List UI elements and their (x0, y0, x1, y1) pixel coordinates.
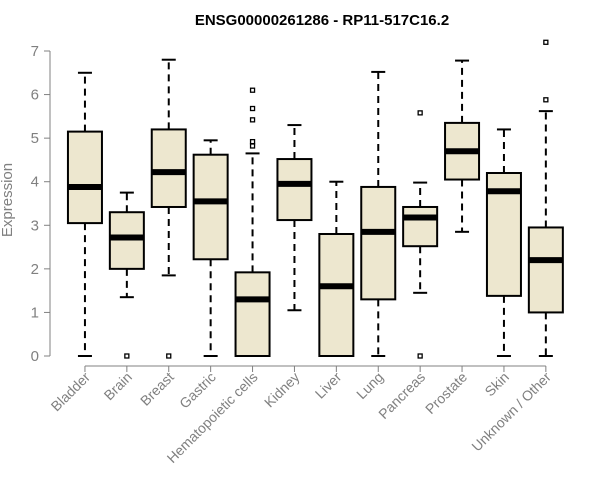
box-4 (234, 87, 271, 358)
outlier-point (417, 110, 423, 116)
x-tick-label: Pancreas (375, 369, 428, 422)
box-rect (360, 185, 397, 301)
box-1 (108, 191, 145, 359)
outlier-point (417, 353, 423, 359)
box-rect (192, 153, 229, 261)
box-rect (234, 271, 271, 358)
boxes-group (66, 39, 564, 359)
outlier-point (249, 117, 256, 123)
box-rect (150, 128, 187, 208)
box-rect (527, 226, 564, 314)
outlier-point (543, 97, 549, 103)
box-9 (444, 59, 481, 233)
x-tick-label: Liver (312, 369, 345, 402)
x-tick-label: Prostate (422, 369, 470, 417)
box-8 (402, 110, 439, 359)
box-5 (276, 124, 313, 312)
y-tick-label: 4 (31, 174, 39, 191)
box-3 (192, 139, 229, 357)
box-2 (150, 58, 187, 359)
box-6 (318, 180, 355, 357)
outlier-point (543, 39, 549, 45)
y-tick-label: 1 (31, 304, 39, 321)
box-11 (527, 39, 564, 357)
box-rect (108, 211, 145, 270)
y-axis-label: Expression (0, 163, 16, 237)
outlier-point (166, 353, 172, 359)
box-rect (402, 205, 439, 248)
y-tick-label: 6 (31, 87, 39, 104)
box-10 (485, 128, 522, 357)
y-tick-label: 0 (31, 348, 39, 365)
box-7 (360, 70, 397, 357)
y-tick-label: 3 (31, 217, 39, 234)
x-tick-label: Breast (137, 369, 177, 409)
y-tick-label: 2 (31, 261, 39, 278)
chart-title: ENSG00000261286 - RP11-517C16.2 (195, 12, 449, 29)
outlier-point (124, 353, 130, 359)
x-tick-label: Brain (101, 369, 135, 403)
box-rect (66, 130, 103, 225)
x-tick-label: Unknown / Other (468, 369, 554, 455)
x-tick-label: Bladder (48, 369, 94, 415)
outlier-point (249, 138, 256, 145)
box-rect (276, 158, 313, 222)
y-axis: 0 1 2 3 4 5 6 7 (31, 43, 51, 365)
outlier-point (249, 105, 256, 112)
y-tick-label: 5 (31, 130, 39, 147)
box-rect (318, 233, 355, 357)
box-0 (66, 71, 103, 357)
x-tick-label: Lung (353, 369, 386, 402)
x-tick-label: Skin (482, 369, 513, 400)
outlier-point (249, 143, 256, 149)
y-tick-label: 7 (31, 43, 39, 60)
outlier-point (249, 87, 256, 93)
x-tick-label: Kidney (261, 369, 303, 411)
